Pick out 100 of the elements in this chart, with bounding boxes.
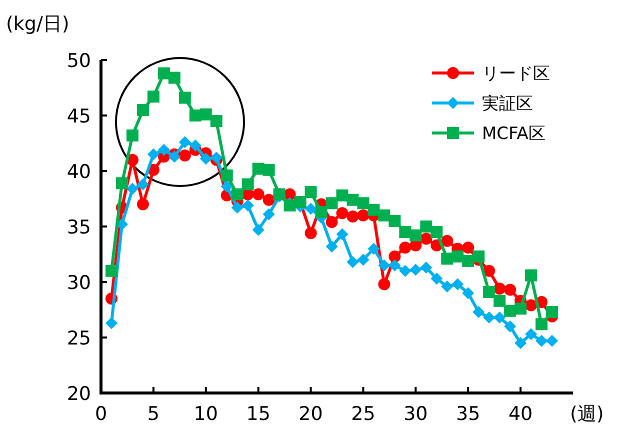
y-tick-label: 25 bbox=[66, 328, 91, 350]
y-tick-label: 20 bbox=[66, 383, 91, 405]
point bbox=[242, 178, 254, 190]
point bbox=[514, 302, 527, 315]
point bbox=[504, 304, 516, 317]
x-tick-label: 10 bbox=[194, 403, 218, 425]
x-tick-label: 0 bbox=[94, 403, 108, 425]
point bbox=[368, 204, 380, 216]
point bbox=[336, 207, 348, 220]
point bbox=[378, 209, 390, 222]
point bbox=[178, 136, 191, 148]
point bbox=[262, 194, 275, 206]
point bbox=[472, 306, 485, 318]
point bbox=[252, 224, 264, 236]
point bbox=[116, 177, 128, 190]
point bbox=[210, 115, 222, 128]
legend-label: リード区 bbox=[482, 64, 550, 84]
point bbox=[252, 188, 264, 200]
point bbox=[346, 210, 359, 223]
point bbox=[420, 220, 432, 232]
point bbox=[304, 202, 317, 215]
point bbox=[346, 256, 359, 268]
x-tick-label: 30 bbox=[404, 403, 428, 425]
point bbox=[546, 334, 558, 347]
y-tick-label: 45 bbox=[66, 106, 91, 128]
point bbox=[220, 180, 233, 193]
point bbox=[399, 264, 412, 277]
point bbox=[147, 148, 160, 160]
point bbox=[326, 197, 338, 210]
point bbox=[326, 216, 338, 228]
point bbox=[231, 188, 244, 200]
point bbox=[420, 232, 432, 245]
point bbox=[452, 278, 464, 290]
point bbox=[430, 226, 443, 238]
point bbox=[136, 104, 149, 116]
y-tick-label: 30 bbox=[66, 272, 91, 294]
point bbox=[410, 229, 422, 242]
point bbox=[357, 209, 370, 222]
point bbox=[399, 226, 412, 238]
point bbox=[178, 92, 191, 104]
point bbox=[105, 264, 118, 277]
point bbox=[494, 312, 506, 324]
x-tick-label: 25 bbox=[351, 403, 376, 425]
x-tick-label: 15 bbox=[246, 403, 270, 425]
point bbox=[304, 227, 317, 240]
point bbox=[262, 208, 275, 220]
point bbox=[304, 186, 317, 198]
point bbox=[105, 317, 118, 330]
y-tick-label: 40 bbox=[66, 161, 91, 183]
x-tick-label: 5 bbox=[147, 403, 160, 425]
point bbox=[536, 334, 548, 347]
point bbox=[462, 287, 474, 300]
point bbox=[388, 259, 401, 272]
point bbox=[326, 240, 338, 252]
legend-label: MCFA区 bbox=[482, 124, 546, 144]
point bbox=[441, 234, 454, 247]
point bbox=[472, 250, 485, 262]
point bbox=[136, 178, 149, 190]
point bbox=[514, 337, 527, 350]
y-tick-label: 35 bbox=[66, 216, 91, 238]
point bbox=[168, 72, 180, 84]
x-tick-label: 35 bbox=[456, 403, 480, 425]
point bbox=[462, 242, 474, 254]
legend-label: 実証区 bbox=[482, 94, 533, 114]
point bbox=[378, 259, 390, 272]
point bbox=[546, 306, 558, 318]
point bbox=[147, 90, 160, 103]
point bbox=[357, 197, 370, 210]
point bbox=[378, 278, 390, 290]
point bbox=[231, 202, 244, 214]
point bbox=[136, 198, 149, 210]
point bbox=[399, 242, 412, 254]
point bbox=[504, 320, 516, 332]
point bbox=[189, 139, 202, 152]
point bbox=[158, 144, 170, 156]
point bbox=[388, 214, 401, 227]
point bbox=[483, 264, 496, 277]
point bbox=[430, 272, 443, 285]
point bbox=[200, 152, 212, 165]
point bbox=[336, 189, 348, 202]
x-tick-label: 20 bbox=[298, 403, 323, 425]
y-axis-title: (kg/日) bbox=[6, 13, 70, 35]
point bbox=[494, 294, 506, 307]
x-axis-title: (週) bbox=[570, 403, 604, 425]
point bbox=[410, 264, 422, 276]
y-tick-label: 50 bbox=[66, 50, 91, 72]
point bbox=[388, 250, 401, 262]
point bbox=[315, 206, 328, 218]
point bbox=[441, 280, 454, 292]
point bbox=[178, 149, 191, 162]
point bbox=[536, 318, 548, 330]
point bbox=[336, 228, 348, 240]
point bbox=[126, 129, 138, 142]
point bbox=[504, 284, 516, 296]
point bbox=[525, 269, 538, 282]
point bbox=[357, 254, 370, 266]
point bbox=[262, 164, 275, 176]
point bbox=[483, 286, 496, 298]
point bbox=[242, 199, 254, 212]
point bbox=[126, 182, 138, 195]
